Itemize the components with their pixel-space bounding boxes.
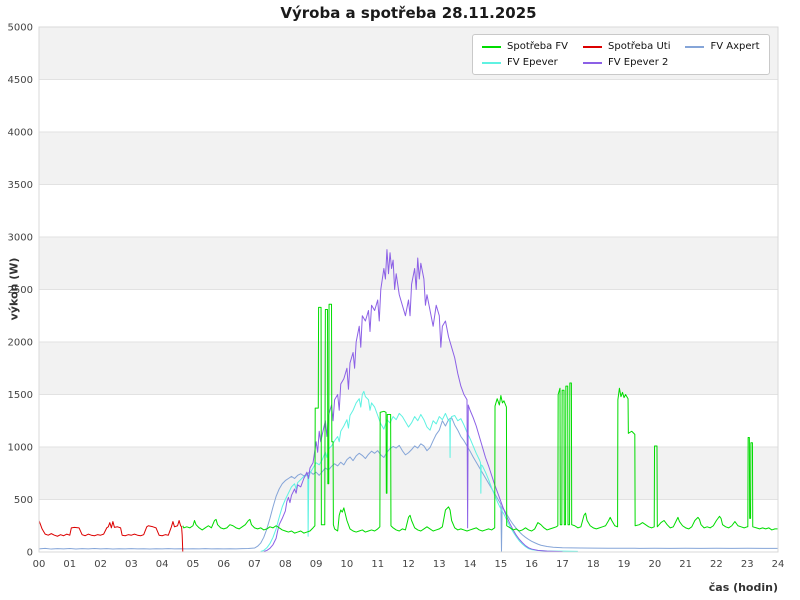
legend-item-label: FV Epever bbox=[507, 57, 558, 68]
band bbox=[39, 237, 778, 290]
y-tick-label: 5000 bbox=[8, 23, 33, 34]
x-tick-label: 06 bbox=[217, 559, 230, 570]
x-tick-label: 01 bbox=[63, 559, 76, 570]
legend-item-fv-epever: FV Epever bbox=[482, 57, 568, 68]
x-tick-label: 16 bbox=[525, 559, 538, 570]
x-tick-label: 03 bbox=[125, 559, 138, 570]
legend-item-label: Spotřeba Uti bbox=[608, 41, 671, 52]
x-tick-label: 02 bbox=[94, 559, 107, 570]
legend-item-label: Spotřeba FV bbox=[507, 41, 569, 52]
x-tick-label: 14 bbox=[464, 559, 477, 570]
legend-item-fv-epever-2: FV Epever 2 bbox=[583, 57, 670, 68]
y-tick-labels: 0 500 1000 1500 2000 2500 3000 3500 4000 4500 5000 bbox=[8, 23, 33, 559]
x-tick-label: 07 bbox=[248, 559, 261, 570]
series-line-fv-epever-2 bbox=[263, 249, 563, 553]
legend-swatch-fv-epever bbox=[482, 61, 501, 64]
legend-swatch-fv-axpert bbox=[685, 45, 705, 48]
series-line-spot-eba-fv bbox=[182, 303, 778, 534]
legend-column: Spotřeba Uti FV Epever 2 bbox=[583, 41, 670, 68]
series-line-fv-axpert bbox=[38, 417, 778, 553]
y-tick-label: 500 bbox=[14, 495, 33, 506]
x-tick-label: 09 bbox=[310, 559, 323, 570]
x-tick-label: 21 bbox=[679, 559, 692, 570]
chart-title: Výroba a spotřeba 28.11.2025 bbox=[280, 4, 537, 22]
series-lines bbox=[38, 249, 778, 553]
x-tick-label: 13 bbox=[433, 559, 446, 570]
legend-swatch-spot-eba-uti bbox=[583, 45, 603, 48]
x-tick-label: 17 bbox=[556, 559, 569, 570]
series-line-spot-eba-uti bbox=[38, 520, 184, 553]
y-tick-label: 4000 bbox=[8, 128, 33, 139]
band bbox=[39, 447, 778, 500]
legend-column: Spotřeba FV FV Epever bbox=[482, 41, 568, 68]
y-tick-label: 0 bbox=[27, 548, 33, 559]
y-tick-label: 1500 bbox=[8, 390, 33, 401]
x-tick-label: 04 bbox=[156, 559, 169, 570]
x-tick-label: 00 bbox=[33, 559, 46, 570]
legend-item-spot-eba-fv: Spotřeba FV bbox=[482, 41, 568, 52]
y-tick-label: 4500 bbox=[8, 75, 33, 86]
y-tick-label: 3500 bbox=[8, 180, 33, 191]
y-tick-label: 2000 bbox=[8, 338, 33, 349]
series-line-fv-epever bbox=[260, 390, 578, 552]
x-tick-label: 11 bbox=[371, 559, 384, 570]
x-tick-label: 18 bbox=[587, 559, 600, 570]
x-tick-label: 24 bbox=[772, 559, 785, 570]
y-tick-label: 3000 bbox=[8, 233, 33, 244]
legend-item-spot-eba-uti: Spotřeba Uti bbox=[583, 41, 670, 52]
legend-item-label: FV Axpert bbox=[710, 41, 760, 52]
gridlines bbox=[39, 79, 778, 500]
legend-swatch-fv-epever-2 bbox=[583, 61, 603, 64]
x-tick-labels: 00 01 02 03 04 05 06 07 08 09 10 11 12 13 14 15 16 17 18 19… bbox=[33, 559, 785, 570]
legend: Spotřeba FV FV Epever Spotřeba Uti FV Epeve… bbox=[472, 34, 770, 75]
band bbox=[39, 342, 778, 395]
x-tick-label: 20 bbox=[648, 559, 661, 570]
plot-frame bbox=[38, 26, 779, 553]
x-tick-label: 12 bbox=[402, 559, 415, 570]
x-tick-label: 05 bbox=[187, 559, 200, 570]
x-axis-label: čas (hodin) bbox=[708, 581, 778, 594]
legend-item-label: FV Epever 2 bbox=[608, 57, 669, 68]
x-tick-label: 23 bbox=[741, 559, 754, 570]
legend-swatch-spot-eba-fv bbox=[482, 45, 501, 48]
x-tick-label: 22 bbox=[710, 559, 723, 570]
x-tick-label: 08 bbox=[279, 559, 292, 570]
y-axis-label: výkon (W) bbox=[7, 257, 21, 321]
y-tick-label: 2500 bbox=[8, 285, 33, 296]
x-tick-label: 19 bbox=[618, 559, 631, 570]
x-tick-label: 10 bbox=[341, 559, 354, 570]
y-tick-label: 1000 bbox=[8, 443, 33, 454]
band bbox=[39, 132, 778, 185]
x-tick-label: 15 bbox=[495, 559, 508, 570]
legend-item-fv-axpert: FV Axpert bbox=[685, 41, 760, 52]
legend-column: FV Axpert bbox=[685, 41, 760, 68]
